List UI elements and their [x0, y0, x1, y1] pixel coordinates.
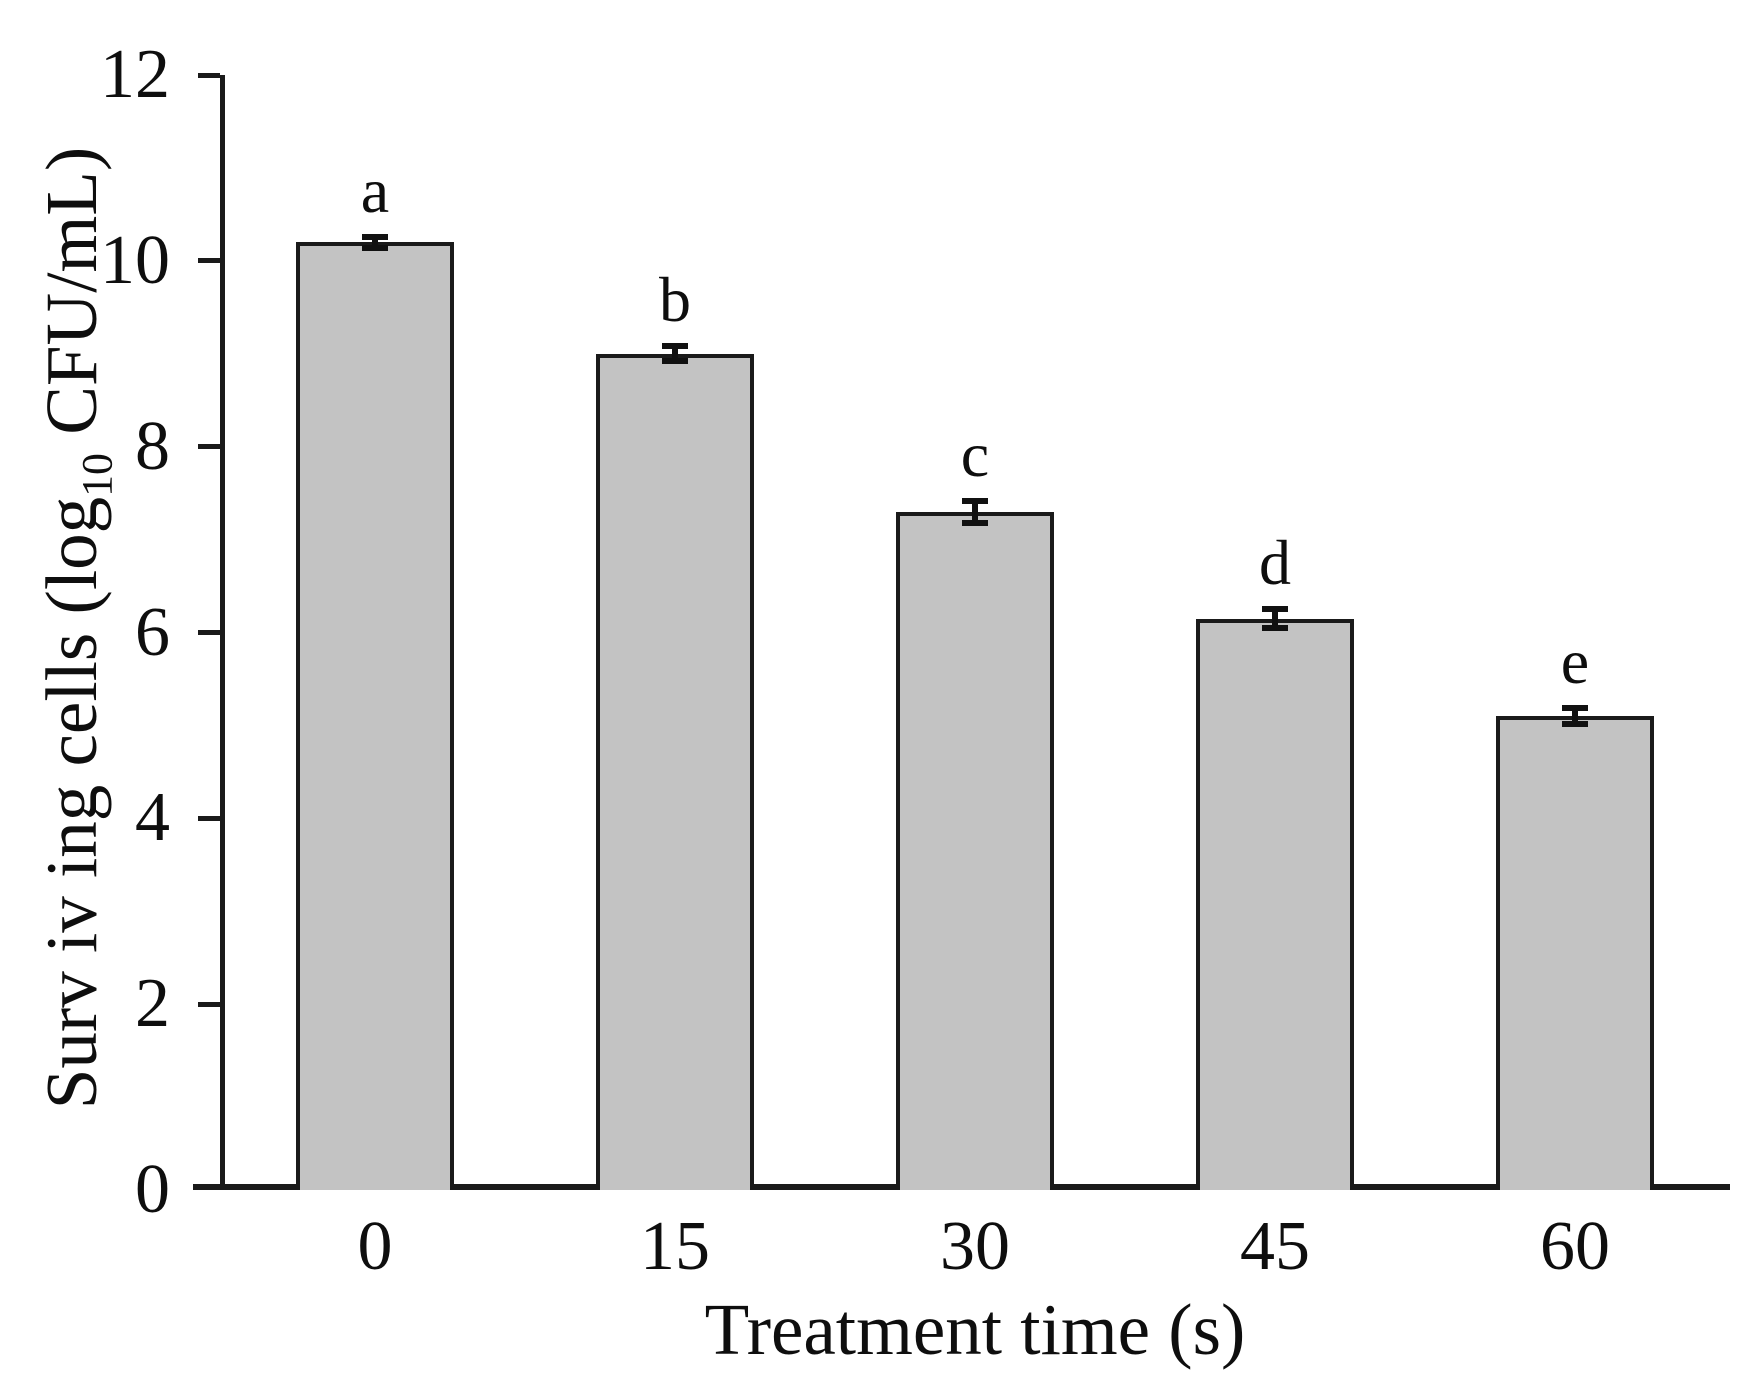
- error-bar-line: [672, 346, 678, 362]
- y-tick-2: [198, 1001, 220, 1007]
- y-tick-12: [198, 72, 220, 78]
- error-bar-cap-bottom: [1262, 624, 1288, 631]
- sig-letter-b: b: [659, 264, 691, 336]
- bar-0: [296, 242, 454, 1190]
- y-tick-label-6: 6: [135, 593, 170, 671]
- error-bar-cap-top: [1562, 704, 1588, 711]
- error-bar-line: [972, 500, 978, 523]
- error-bar-line: [1572, 707, 1578, 725]
- error-bar-cap-top: [362, 233, 388, 240]
- y-tick-label-0: 0: [135, 1151, 170, 1228]
- error-bar-cap-bottom: [362, 244, 388, 251]
- x-tick-label-45: 45: [1240, 1208, 1310, 1285]
- error-bar-cap-top: [962, 497, 988, 504]
- error-bar-cap-top: [1262, 606, 1288, 613]
- y-axis-title-prefix: Surv iv ing cells (log: [30, 496, 112, 1110]
- sig-letter-c: c: [960, 418, 990, 490]
- y-axis-line: [220, 75, 225, 1190]
- x-tick-label-30: 30: [940, 1208, 1010, 1285]
- error-bar-cap-bottom: [962, 519, 988, 526]
- y-tick-label-2: 2: [135, 965, 170, 1043]
- y-tick-10: [198, 258, 220, 264]
- y-axis-title-subscript: 10: [73, 453, 122, 497]
- y-tick-label-10: 10: [100, 221, 170, 299]
- y-tick-label-4: 4: [135, 779, 170, 857]
- y-axis-title-suffix: CFU/mL): [30, 146, 112, 454]
- y-tick-label-8: 8: [135, 407, 170, 485]
- sig-letter-a: a: [360, 154, 390, 226]
- bar-15: [596, 353, 754, 1190]
- bar-60: [1496, 716, 1654, 1190]
- x-tick-label-60: 60: [1540, 1208, 1610, 1285]
- y-tick-8: [198, 444, 220, 450]
- y-tick-label-12: 12: [100, 36, 170, 113]
- error-bar-line: [1272, 609, 1278, 628]
- plot-area: 0 2 4 6 8 10 12 a 0 b 15 c 30 d 45 e 60: [100, 40, 1730, 1282]
- error-bar-cap-top: [662, 343, 688, 350]
- bar-30: [896, 511, 1054, 1190]
- bar-45: [1196, 618, 1354, 1190]
- y-tick-4: [198, 815, 220, 821]
- x-tick-label-0: 0: [357, 1208, 393, 1285]
- error-bar-line: [372, 236, 378, 248]
- sig-letter-e: e: [1560, 625, 1590, 697]
- x-tick-label-15: 15: [640, 1208, 710, 1285]
- error-bar-cap-bottom: [662, 358, 688, 365]
- y-tick-6: [198, 630, 220, 635]
- error-bar-cap-bottom: [1562, 721, 1588, 728]
- x-axis-title: Treatment time (s): [704, 1289, 1246, 1370]
- sig-letter-d: d: [1259, 527, 1291, 599]
